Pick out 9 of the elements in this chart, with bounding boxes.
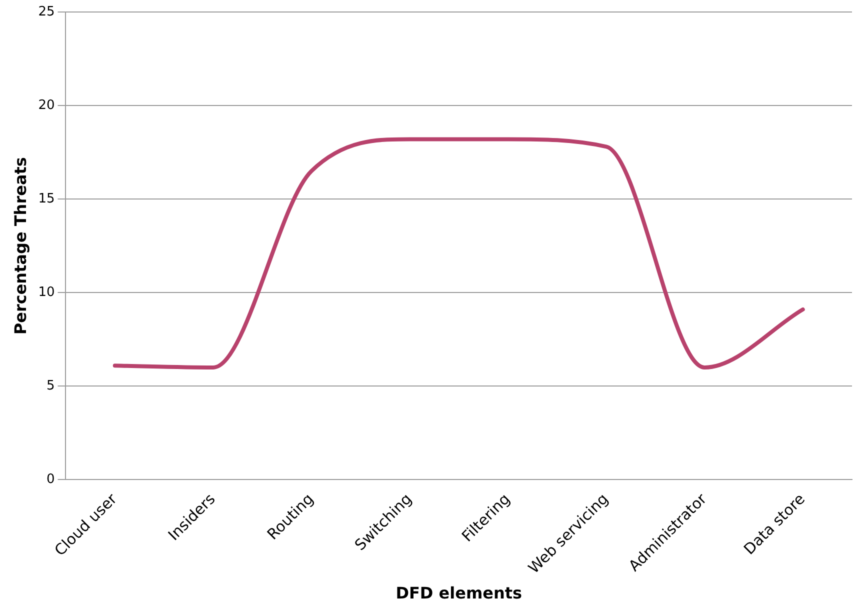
y-tick-label: 25 (38, 4, 55, 20)
line-series (112, 137, 805, 370)
y-tick-label: 20 (38, 98, 55, 113)
y-axis-title: Percentage Threats (10, 157, 30, 335)
y-tick-label: 5 (46, 378, 55, 394)
y-tick-label: 10 (38, 285, 55, 300)
y-tick-label: 0 (46, 472, 55, 488)
x-axis-title: DFD elements (396, 584, 522, 603)
y-tick-label: 15 (38, 191, 55, 206)
